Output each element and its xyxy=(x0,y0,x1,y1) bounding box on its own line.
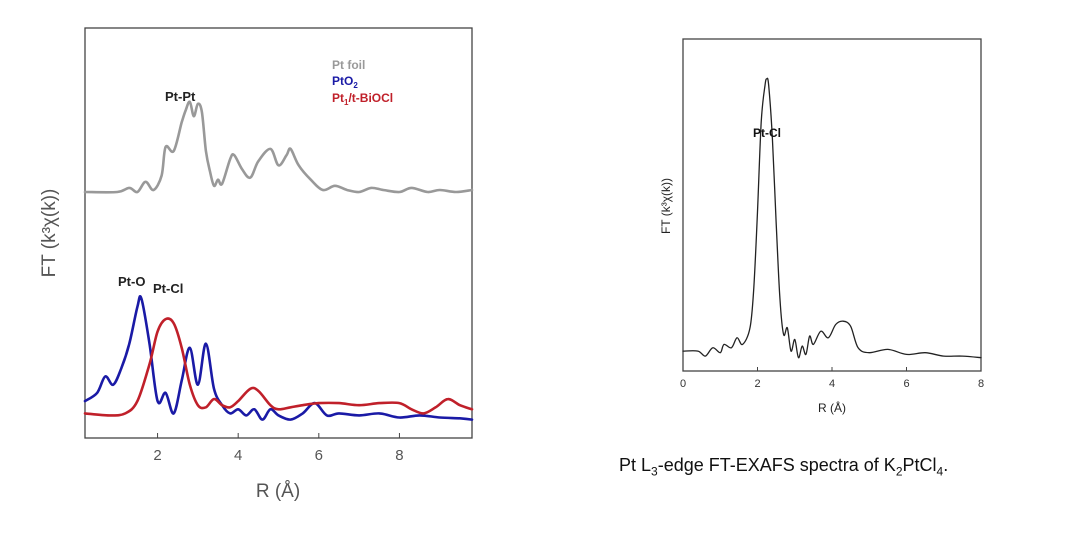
peak-label-pt-cl-right: Pt-Cl xyxy=(753,126,781,140)
right-x-ticks: 0 2 4 6 8 xyxy=(680,367,984,390)
x-tick-label: 4 xyxy=(829,378,835,390)
x-tick-label: 8 xyxy=(395,447,403,464)
right-x-axis-label: R (Å) xyxy=(818,400,846,415)
x-tick-label: 0 xyxy=(680,378,686,390)
caption-middle: -edge FT-EXAFS spectra of K xyxy=(657,455,896,475)
peak-label-pt-o: Pt-O xyxy=(118,274,145,289)
left-series-lines xyxy=(83,100,474,421)
legend-label-pt1: Pt xyxy=(332,91,344,105)
left-x-ticks: 2 4 6 8 xyxy=(153,433,404,464)
legend-subscript-pto2: 2 xyxy=(353,81,358,90)
series-line-pto2 xyxy=(83,294,474,421)
legend: Pt foil PtO2 Pt1/t-BiOCl xyxy=(332,58,393,107)
legend-entry-pt-foil: Pt foil xyxy=(332,58,365,72)
right-series-lines xyxy=(682,77,982,359)
left-y-axis-label: FT (k³χ(k)) xyxy=(39,189,60,278)
legend-label-pto2: PtO xyxy=(332,74,353,88)
x-tick-label: 4 xyxy=(234,447,242,464)
legend-subscript-pt1: 1 xyxy=(344,98,349,107)
left-plot-frame xyxy=(84,27,473,439)
x-tick-label: 2 xyxy=(153,447,161,464)
peak-label-pt-pt: Pt-Pt xyxy=(165,89,196,104)
caption-cl-subscript: 4 xyxy=(936,464,944,479)
x-tick-label: 6 xyxy=(315,447,323,464)
right-plot-frame xyxy=(682,38,982,372)
caption-k-subscript: 2 xyxy=(895,464,903,479)
caption-ptcl: PtCl xyxy=(902,455,937,475)
x-tick-label: 2 xyxy=(754,378,760,390)
caption-prefix: Pt L xyxy=(619,455,652,475)
peak-label-pt-cl: Pt-Cl xyxy=(153,281,183,296)
right-y-axis-label: FT (k³χ(k)) xyxy=(659,178,673,234)
caption-edge-subscript: 3 xyxy=(651,464,658,479)
left-x-axis-label: R (Å) xyxy=(256,481,300,502)
figure-caption: Pt L3-edge FT-EXAFS spectra of K2PtCl4. xyxy=(619,455,948,479)
x-tick-label: 6 xyxy=(903,378,909,390)
caption-end: . xyxy=(943,455,949,475)
x-tick-label: 8 xyxy=(978,378,984,390)
series-line-pt-foil xyxy=(83,100,474,194)
legend-label-pt-foil: Pt foil xyxy=(332,58,365,72)
series-line-k2ptcl4 xyxy=(682,77,982,359)
series-line-pt1-t-biocl xyxy=(83,317,474,417)
panel-right: 0 2 4 6 8 Pt-Cl R (Å) FT (k³χ(k)) xyxy=(659,38,984,415)
legend-suffix-biocl: /t-BiOCl xyxy=(348,91,393,105)
legend-entry-pto2: PtO2 xyxy=(332,74,358,90)
legend-entry-pt1-biocl: Pt1/t-BiOCl xyxy=(332,91,393,107)
